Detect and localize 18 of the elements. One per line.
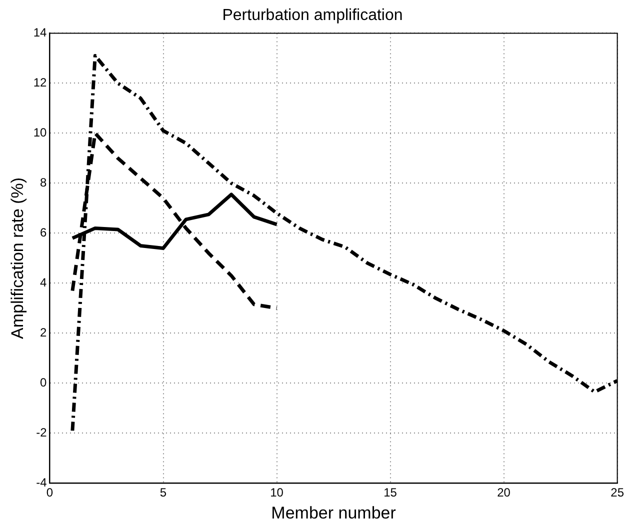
y-tick-label: 0 (40, 376, 48, 390)
y-tick-label: 12 (33, 76, 48, 90)
x-tick-label: 5 (160, 486, 167, 500)
x-tick-label: 25 (610, 486, 624, 500)
x-tick-label: 10 (270, 486, 284, 500)
y-tick-label: 14 (33, 26, 48, 40)
y-tick-label: -2 (36, 426, 48, 440)
y-tick-label: 6 (40, 226, 48, 240)
y-tick-label: 8 (40, 176, 48, 190)
y-axis-title: Amplification rate (%) (8, 177, 27, 339)
y-tick-label: 4 (40, 276, 48, 290)
x-tick-label: 20 (497, 486, 511, 500)
chart-title: Perturbation amplification (222, 7, 403, 24)
y-tick-label: 2 (40, 326, 48, 340)
y-tick-label: 10 (33, 126, 48, 140)
x-axis-title: Member number (271, 503, 396, 522)
x-tick-label: 15 (384, 486, 398, 500)
y-tick-label: -4 (36, 476, 48, 490)
